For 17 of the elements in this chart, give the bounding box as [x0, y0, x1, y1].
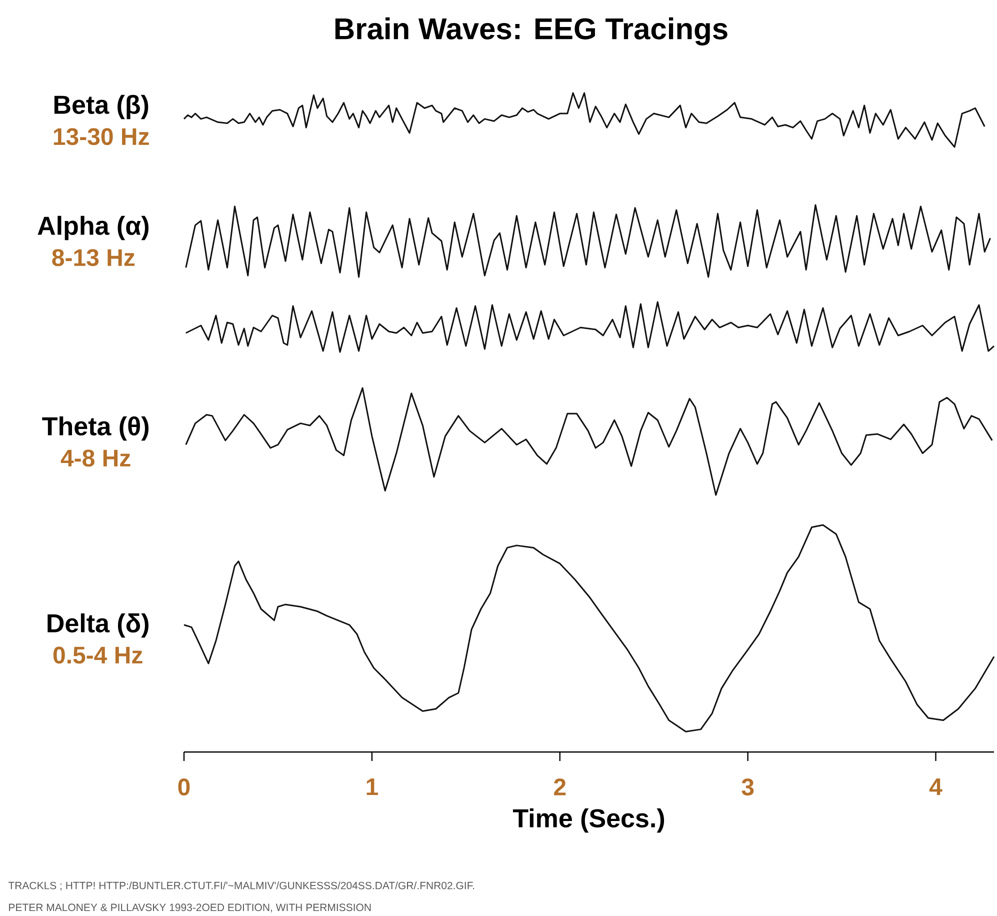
y-axis-title: Delta (δ) — [48, 613, 148, 638]
x-tick-label: 0 — [178, 778, 190, 796]
text: 0.5-4 Hz — [53, 646, 142, 664]
y-axis-title: Theta (θ) — [42, 416, 148, 441]
text: 13-30 Hz — [54, 128, 149, 146]
text: 4-8 Hz — [60, 450, 130, 467]
chart-title: Brain Waves: EEG Tracings — [335, 17, 728, 46]
text: PETER MALONEY & PILLAVSKY 1993-2OED EDITION, WITH PERMISSION — [9, 904, 371, 912]
x-tick-label: 4 — [929, 778, 942, 796]
x-tick-label: 2 — [554, 778, 566, 796]
text: 8-13 Hz — [52, 249, 135, 266]
x-axis-title: Time (Secs.) — [512, 808, 664, 833]
x-tick-label: 1 — [366, 778, 378, 796]
y-axis-title: Alpha (α) — [38, 216, 148, 240]
y-axis-title: Beta (β) — [54, 94, 148, 120]
text: TRACKLS ; HTTP! HTTP:/BUNTLER.CTUT.FI/'~MALMIV'/GUNKESSS/204SS.DAT/GR/.FNR02.GIF. — [8, 882, 474, 890]
x-tick-label: 3 — [742, 778, 754, 796]
